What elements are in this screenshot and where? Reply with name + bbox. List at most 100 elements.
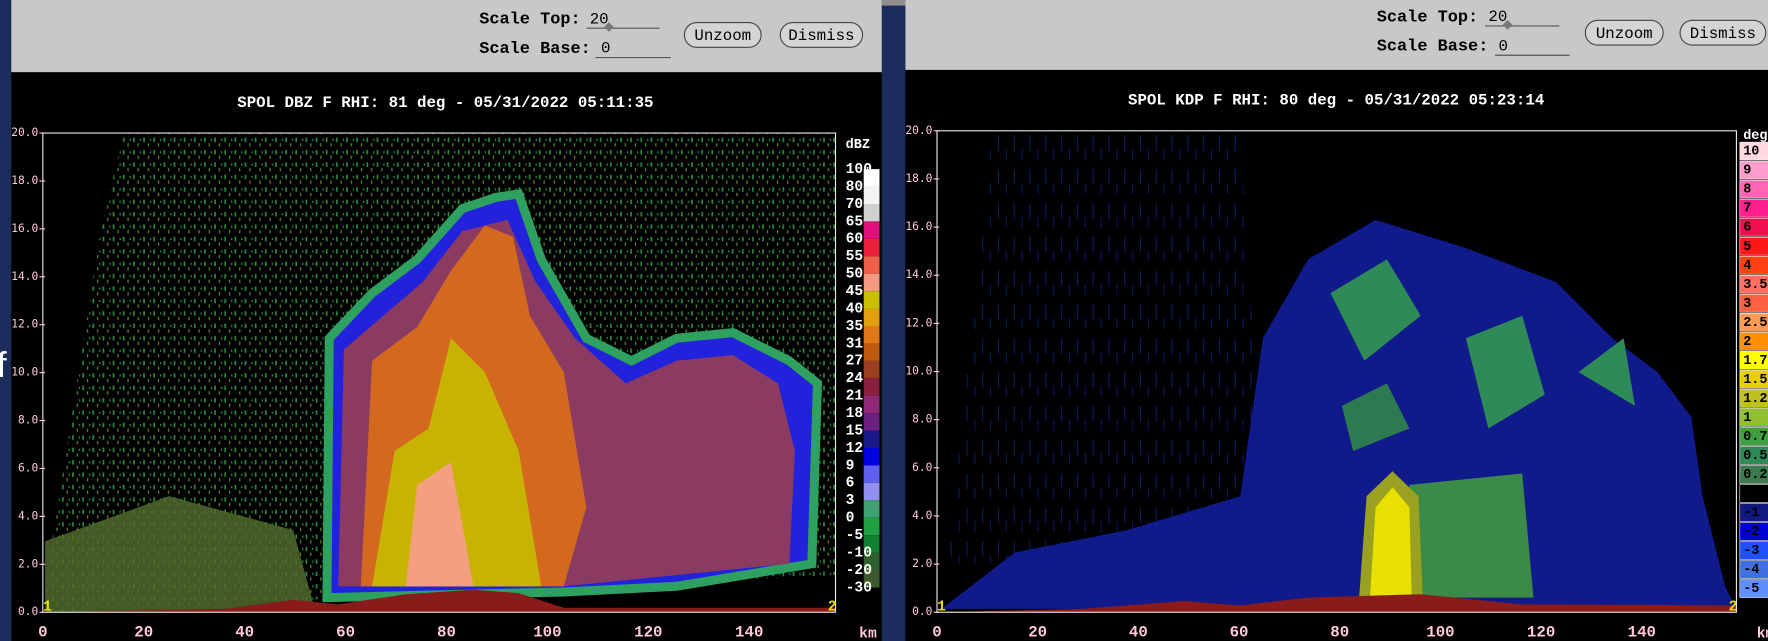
button-label[interactable]: Dismiss xyxy=(788,27,854,45)
y-tick-label: 12.0 xyxy=(11,318,38,331)
y-tick-label: 6.0 xyxy=(18,461,39,474)
colorbar-label: -5 xyxy=(846,528,864,544)
colorbar-label: -3 xyxy=(1743,544,1759,559)
colorbar-swatch xyxy=(863,325,880,344)
colorbar-label: 2.5 xyxy=(1743,316,1767,331)
colorbar-label: 0 xyxy=(1743,487,1751,502)
colorbar-label: 0.5 xyxy=(1743,449,1767,464)
colorbar-swatch xyxy=(1739,236,1768,256)
colorbar-label: 5 xyxy=(1743,240,1751,255)
colorbar-swatch xyxy=(1739,160,1768,180)
colorbar-swatch xyxy=(863,221,880,239)
button[interactable] xyxy=(779,21,864,48)
colorbar-swatch xyxy=(863,465,880,483)
colorbar-swatch xyxy=(1739,446,1768,465)
colorbar-swatch xyxy=(863,256,880,274)
x-tick-label: 0 xyxy=(932,624,941,641)
colorbar-swatch xyxy=(863,395,880,414)
y-tick-label: 4.0 xyxy=(18,509,39,522)
colorbar-swatch xyxy=(863,500,880,518)
colorbar-unit: deg/ xyxy=(1743,129,1768,144)
colorbar-label: 2 xyxy=(1743,335,1751,350)
colorbar-unit: dBZ xyxy=(846,138,870,153)
x-tick-label: 60 xyxy=(1230,624,1249,641)
colorbar-label: 3 xyxy=(1743,297,1751,312)
x-tick-label: 0 xyxy=(38,624,47,641)
colorbar-label: 27 xyxy=(846,354,864,370)
y-tick-label: 6.0 xyxy=(912,461,933,474)
colorbar-label: 65 xyxy=(846,214,864,230)
colorbar-swatch xyxy=(863,552,880,571)
x-tick-label: 80 xyxy=(437,624,456,641)
colorbar-label: 40 xyxy=(846,301,864,317)
colorbar-label: 0.7 xyxy=(1743,430,1767,445)
y-tick-label: 18.0 xyxy=(905,172,932,185)
colorbar-label: 1.7 xyxy=(1743,354,1767,369)
button-label[interactable]: Dismiss xyxy=(1690,25,1756,43)
colorbar-swatch xyxy=(1739,484,1768,503)
colorbar-swatch xyxy=(1739,141,1768,161)
panel-title: SPOL KDP F RHI: 80 deg - 05/31/2022 05:2… xyxy=(1128,92,1544,110)
colorbar-swatch xyxy=(1739,541,1768,560)
range-marker: 1 xyxy=(937,599,946,615)
x-tick-label: 40 xyxy=(1129,624,1148,641)
colorbar-swatch xyxy=(863,378,880,396)
y-tick-label: 16.0 xyxy=(905,220,932,233)
colorbar-swatch xyxy=(1739,579,1768,598)
y-tick-label: 20.0 xyxy=(11,126,38,139)
colorbar-swatch xyxy=(863,169,880,187)
colorbar-label: 6 xyxy=(846,476,855,492)
y-tick-label: 2.0 xyxy=(912,557,933,570)
x-tick-label: 80 xyxy=(1330,624,1349,641)
colorbar-swatch xyxy=(863,517,880,536)
scale-top-input[interactable]: 20 xyxy=(1488,8,1507,26)
y-tick-label: 0.0 xyxy=(912,605,933,618)
colorbar-label: -1 xyxy=(1743,506,1759,521)
colorbar-label: 0.2 xyxy=(1743,468,1767,483)
colorbar-label: 45 xyxy=(846,284,864,300)
x-tick-label: 140 xyxy=(1628,624,1656,641)
colorbar-swatch xyxy=(863,203,880,222)
colorbar-label: 1.2 xyxy=(1743,392,1767,407)
button-label[interactable]: Unzoom xyxy=(694,27,751,45)
x-tick-label: 60 xyxy=(336,624,355,641)
x-unit: km xyxy=(1757,627,1768,641)
x-tick-label: 20 xyxy=(1028,624,1047,641)
colorbar-label: 3.5 xyxy=(1743,278,1767,293)
colorbar-label: 31 xyxy=(846,336,864,352)
button[interactable] xyxy=(1679,19,1767,46)
button-label[interactable]: Unzoom xyxy=(1596,25,1653,43)
colorbar-swatch xyxy=(863,570,880,588)
colorbar-swatch xyxy=(863,343,880,361)
button[interactable] xyxy=(683,21,762,48)
colorbar-swatch xyxy=(1739,179,1768,199)
x-unit: km xyxy=(859,627,877,641)
colorbar-label: 50 xyxy=(846,267,864,283)
colorbar-label: 21 xyxy=(846,389,864,405)
button[interactable] xyxy=(1584,19,1664,46)
scale-top-label: Scale Top: xyxy=(479,11,580,30)
colorbar-label: 12 xyxy=(846,441,864,457)
colorbar-swatch xyxy=(1739,351,1768,370)
colorbar-swatch xyxy=(1739,427,1768,446)
colorbar-label: 10 xyxy=(1743,145,1759,160)
colorbar-label: 9 xyxy=(1743,164,1751,179)
colorbar-swatch xyxy=(1739,332,1768,351)
colorbar-swatch xyxy=(1739,389,1768,408)
colorbar-swatch xyxy=(863,430,880,449)
scale-top-input[interactable]: 20 xyxy=(590,10,609,28)
colorbar-swatch xyxy=(1739,560,1768,579)
y-tick-label: 10.0 xyxy=(905,365,932,378)
colorbar-label: 0 xyxy=(846,511,855,527)
colorbar-swatch xyxy=(863,291,880,309)
x-tick-label: 40 xyxy=(235,624,254,641)
colorbar-swatch xyxy=(1739,465,1768,484)
y-tick-label: 16.0 xyxy=(11,222,38,235)
scale-base-input[interactable]: 0 xyxy=(1499,37,1508,55)
colorbar-swatch xyxy=(1739,294,1768,313)
scale-base-input[interactable]: 0 xyxy=(601,40,610,58)
colorbar-swatch xyxy=(863,448,880,466)
colorbar-label: 80 xyxy=(846,179,864,195)
y-tick-label: 8.0 xyxy=(18,414,39,427)
